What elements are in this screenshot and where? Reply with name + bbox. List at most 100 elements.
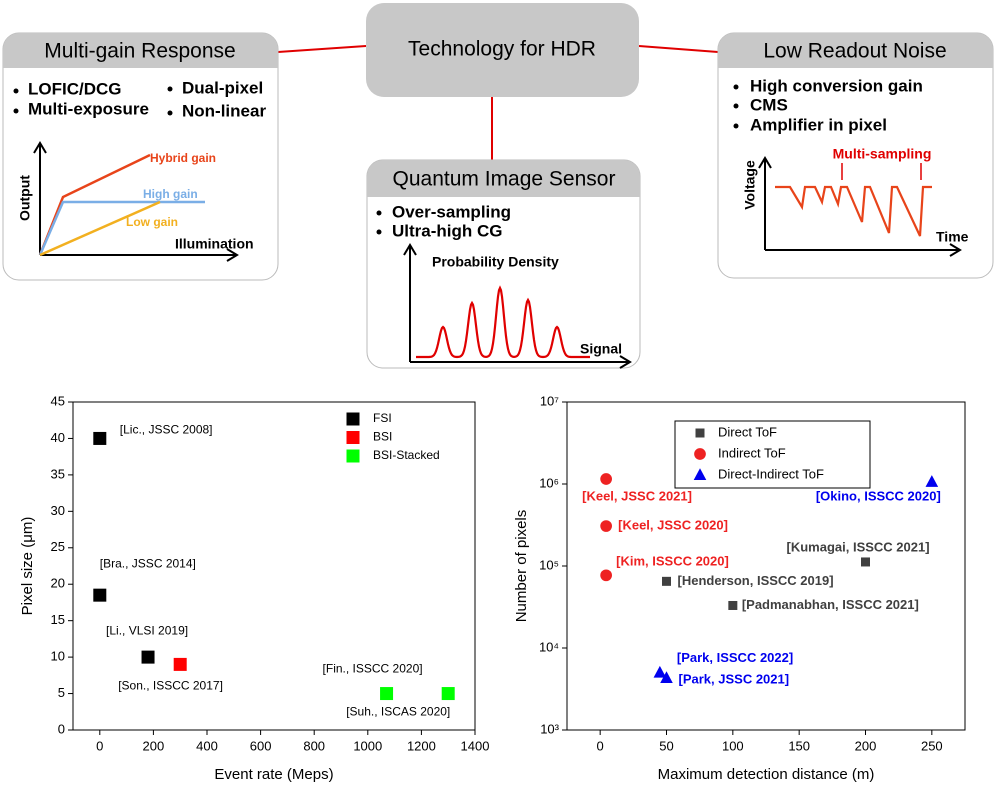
y-tick-label: 20 bbox=[51, 576, 65, 591]
bullet: Non-linear bbox=[182, 101, 266, 120]
legend-marker bbox=[695, 428, 705, 438]
y-tick-label: 10 bbox=[51, 649, 65, 664]
bullet: Over-sampling bbox=[392, 202, 511, 221]
legend-marker bbox=[694, 448, 706, 460]
marker bbox=[600, 569, 612, 582]
point-label: [Fin., ISSCC 2020] bbox=[323, 662, 423, 676]
y-tick-label: 15 bbox=[51, 612, 65, 627]
point-label: [Lic., JSSC 2008] bbox=[120, 423, 213, 437]
point-label: [Park, JSSC 2021] bbox=[679, 671, 790, 686]
y-tick-label: 45 bbox=[51, 393, 65, 408]
right-header bbox=[718, 33, 993, 68]
left-header bbox=[3, 33, 278, 68]
legend-label: BSI-Stacked bbox=[373, 448, 440, 462]
x-tick-label: 250 bbox=[921, 738, 943, 753]
chart: 0 50 100 150 200 250 10³ 10⁴ 10⁵ 10⁶ 10⁷ Maximum de… bbox=[513, 393, 966, 783]
point-label: [Suh., ISCAS 2020] bbox=[346, 705, 450, 719]
bullet: LOFIC/DCG bbox=[28, 79, 122, 98]
marker bbox=[93, 431, 107, 445]
legend-label: FSI bbox=[373, 411, 392, 425]
bottom-header bbox=[367, 160, 640, 197]
bullet: CMS bbox=[750, 95, 788, 114]
bullet: Ultra-high CG bbox=[392, 221, 503, 240]
point-label: [Son., ISSCC 2017] bbox=[118, 679, 223, 693]
marker bbox=[861, 557, 870, 567]
x-axis-label: Maximum detection distance (m) bbox=[658, 766, 875, 783]
x-tick-label: 0 bbox=[597, 738, 604, 753]
legend-marker bbox=[346, 431, 360, 444]
y-tick-label: 10⁴ bbox=[539, 639, 559, 654]
point-label: [Kumagai, ISSCC 2021] bbox=[787, 539, 930, 554]
axis-label: Probability Density bbox=[432, 254, 559, 270]
curve-label: Hybrid gain bbox=[150, 151, 216, 165]
x-tick-label: 200 bbox=[143, 738, 165, 753]
legend-label: Direct-Indirect ToF bbox=[718, 466, 824, 481]
center-title: Technology for HDR bbox=[408, 38, 596, 61]
point-label: [Keel, JSSC 2021] bbox=[582, 488, 692, 503]
curve-label: High gain bbox=[143, 187, 198, 201]
x-tick-label: 1000 bbox=[353, 738, 382, 753]
bottom-title: Quantum Image Sensor bbox=[393, 168, 616, 191]
axis-label: Signal bbox=[580, 341, 622, 357]
legend-label: Indirect ToF bbox=[718, 445, 786, 460]
marker bbox=[441, 687, 455, 701]
y-tick-label: 10⁶ bbox=[539, 475, 559, 490]
diagram: Technology for HDR Multi-gain Response L… bbox=[2, 3, 994, 369]
annotation: Multi-sampling bbox=[833, 146, 932, 162]
connector bbox=[277, 45, 367, 53]
marker bbox=[141, 650, 155, 664]
legend-frame bbox=[674, 420, 871, 489]
x-tick-label: 800 bbox=[303, 738, 325, 753]
x-tick-label: 100 bbox=[722, 738, 744, 753]
marker bbox=[925, 475, 939, 487]
axis-label: Voltage bbox=[742, 160, 758, 210]
point-label: [Bra., JSSC 2014] bbox=[100, 556, 196, 570]
y-axis-label: Number of pixels bbox=[513, 510, 530, 623]
connector bbox=[638, 45, 719, 53]
x-axis-label: Event rate (Meps) bbox=[214, 766, 333, 783]
x-tick-label: 0 bbox=[96, 738, 103, 753]
bullet: Dual-pixel bbox=[182, 78, 263, 97]
left-title: Multi-gain Response bbox=[44, 40, 235, 63]
bullet: Amplifier in pixel bbox=[750, 115, 887, 134]
x-tick-label: 1400 bbox=[461, 738, 490, 753]
point-label: [Padmanabhan, ISSCC 2021] bbox=[742, 597, 919, 612]
marker bbox=[662, 576, 671, 586]
y-axis-label: Pixel size (μm) bbox=[19, 517, 36, 616]
axis-label: Output bbox=[17, 175, 33, 221]
x-tick-label: 200 bbox=[855, 738, 877, 753]
point-label: [Henderson, ISSCC 2019] bbox=[678, 573, 834, 588]
chart: 0 200 400 600 800 1000 1200 1400 0 5 10 15 20 25 30 35 4… bbox=[19, 393, 489, 783]
legend-label: Direct ToF bbox=[718, 424, 777, 439]
bullet: High conversion gain bbox=[750, 76, 923, 95]
marker bbox=[173, 657, 187, 671]
center-box bbox=[366, 3, 639, 97]
y-tick-label: 25 bbox=[51, 539, 65, 554]
marker bbox=[93, 588, 107, 602]
marker bbox=[600, 520, 612, 532]
marker bbox=[653, 665, 667, 678]
bullet: Multi-exposure bbox=[28, 99, 149, 118]
y-tick-label: 30 bbox=[51, 503, 65, 518]
x-tick-label: 150 bbox=[788, 738, 810, 753]
legend-marker bbox=[346, 412, 360, 426]
y-tick-label: 10⁷ bbox=[540, 393, 559, 408]
plot-frame bbox=[72, 401, 476, 731]
y-tick-label: 5 bbox=[58, 685, 65, 700]
y-tick-label: 35 bbox=[51, 466, 65, 481]
marker bbox=[660, 671, 673, 684]
right-title: Low Readout Noise bbox=[763, 40, 946, 63]
marker bbox=[728, 600, 738, 610]
point-label: [Park, ISSCC 2022] bbox=[677, 650, 793, 665]
y-tick-label: 10⁵ bbox=[539, 557, 559, 572]
legend-marker bbox=[693, 468, 707, 480]
axis-label: Illumination bbox=[175, 236, 254, 252]
marker bbox=[600, 473, 612, 485]
x-tick-label: 50 bbox=[659, 738, 673, 753]
y-tick-label: 10³ bbox=[540, 721, 559, 736]
legend-marker bbox=[346, 449, 360, 463]
point-label: [Keel, JSSC 2020] bbox=[618, 517, 728, 532]
point-label: [Kim, ISSCC 2020] bbox=[616, 554, 729, 569]
